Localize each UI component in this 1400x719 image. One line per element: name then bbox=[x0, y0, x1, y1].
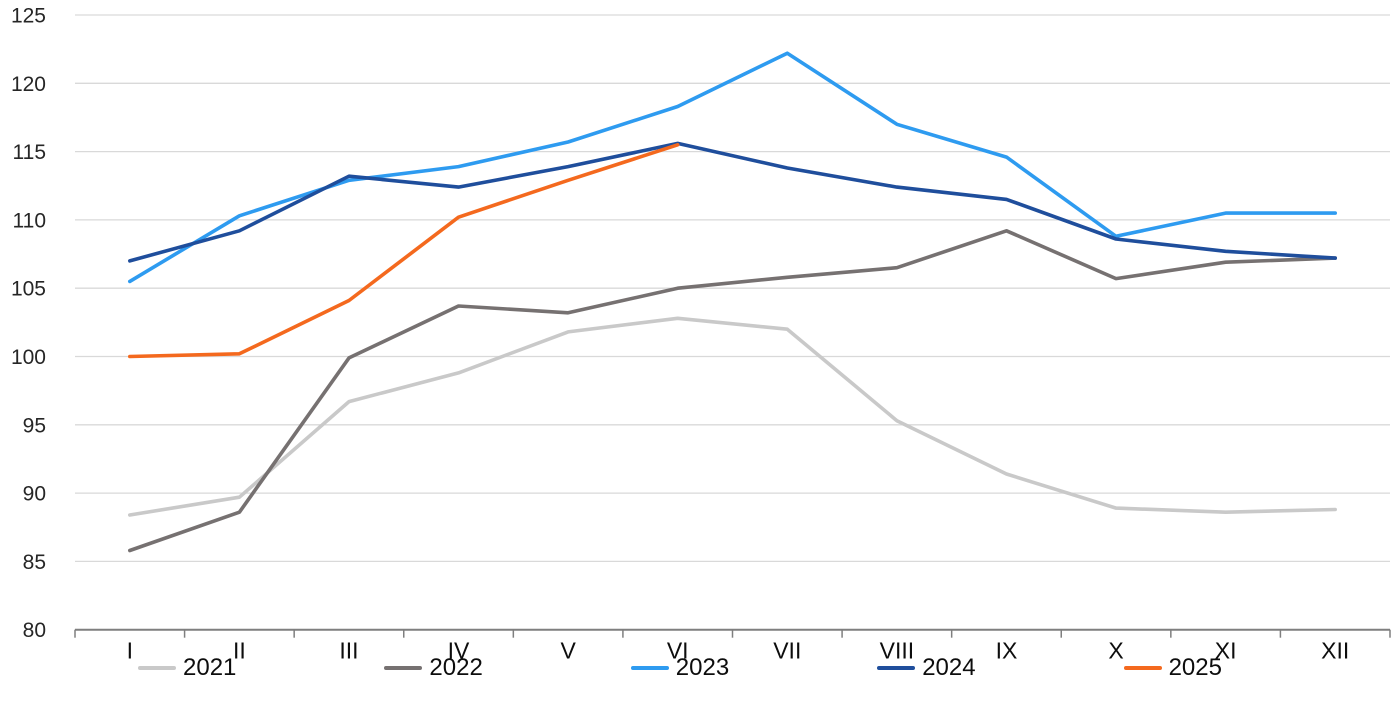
x-axis-labels: I II III IV V VI VII VIII IX X XI XII bbox=[127, 638, 1350, 664]
series-line-2023 bbox=[128, 51, 1337, 284]
series-line-2021 bbox=[128, 316, 1337, 517]
x-axis-tick-label: X bbox=[1108, 638, 1123, 664]
legend-label-2024: 2024 bbox=[922, 654, 976, 681]
y-axis-tick-label: 115 bbox=[13, 141, 46, 164]
x-axis-tick-label: VII bbox=[773, 638, 801, 664]
legend-label-2023: 2023 bbox=[675, 654, 730, 681]
y-axis-tick-label: 90 bbox=[23, 483, 46, 506]
gridlines bbox=[75, 14, 1390, 563]
legend-swatch-2023 bbox=[630, 665, 669, 671]
y-axis-tick-label: 120 bbox=[11, 73, 46, 96]
y-axis-tick-label: 95 bbox=[23, 414, 46, 437]
legend-label-2021: 2021 bbox=[183, 654, 237, 681]
y-axis-tick-label: 110 bbox=[13, 209, 46, 232]
series-line-2024 bbox=[128, 141, 1337, 263]
x-axis-tick-label: V bbox=[560, 638, 576, 664]
series-lines bbox=[128, 51, 1337, 553]
series-line-2022 bbox=[128, 229, 1337, 553]
legend-item-2022: 2022 bbox=[384, 654, 483, 681]
y-axis-tick-label: 105 bbox=[11, 278, 46, 301]
x-axis bbox=[74, 628, 1391, 638]
x-axis-tick-label: VIII bbox=[880, 638, 915, 664]
x-axis-tick-label: I bbox=[127, 638, 133, 664]
legend-item-2025: 2025 bbox=[1123, 654, 1222, 681]
x-axis-tick-label: VI bbox=[667, 638, 689, 664]
legend-label-2022: 2022 bbox=[429, 654, 483, 681]
y-axis-tick-label: 100 bbox=[11, 346, 46, 369]
chart-legend: 2021 2022 2023 2024 2025 bbox=[0, 656, 1360, 680]
x-axis-tick-label: III bbox=[339, 638, 358, 664]
legend-item-2021: 2021 bbox=[138, 656, 236, 680]
legend-item-2024: 2024 bbox=[877, 654, 976, 681]
y-axis-labels: 80 85 90 95 100 105 110 115 120 125 bbox=[11, 5, 46, 643]
series-line-2025 bbox=[128, 143, 680, 359]
y-axis-tick-label: 125 bbox=[11, 5, 46, 28]
x-axis-tick-label: II bbox=[233, 638, 246, 664]
x-axis-tick-label: XI bbox=[1215, 638, 1237, 664]
legend-swatch-2025 bbox=[1123, 665, 1162, 671]
legend-item-2023: 2023 bbox=[630, 654, 730, 681]
legend-swatch-2021 bbox=[138, 665, 177, 671]
legend-swatch-2024 bbox=[877, 665, 916, 671]
x-axis-tick-label: IV bbox=[448, 638, 470, 664]
x-axis-tick-label: XII bbox=[1321, 638, 1349, 664]
legend-swatch-2022 bbox=[384, 665, 423, 671]
x-axis-tick-label: IX bbox=[996, 638, 1018, 664]
legend-label-2025: 2025 bbox=[1168, 654, 1222, 681]
y-axis-tick-label: 85 bbox=[23, 551, 46, 574]
y-axis-tick-label: 80 bbox=[23, 619, 46, 642]
